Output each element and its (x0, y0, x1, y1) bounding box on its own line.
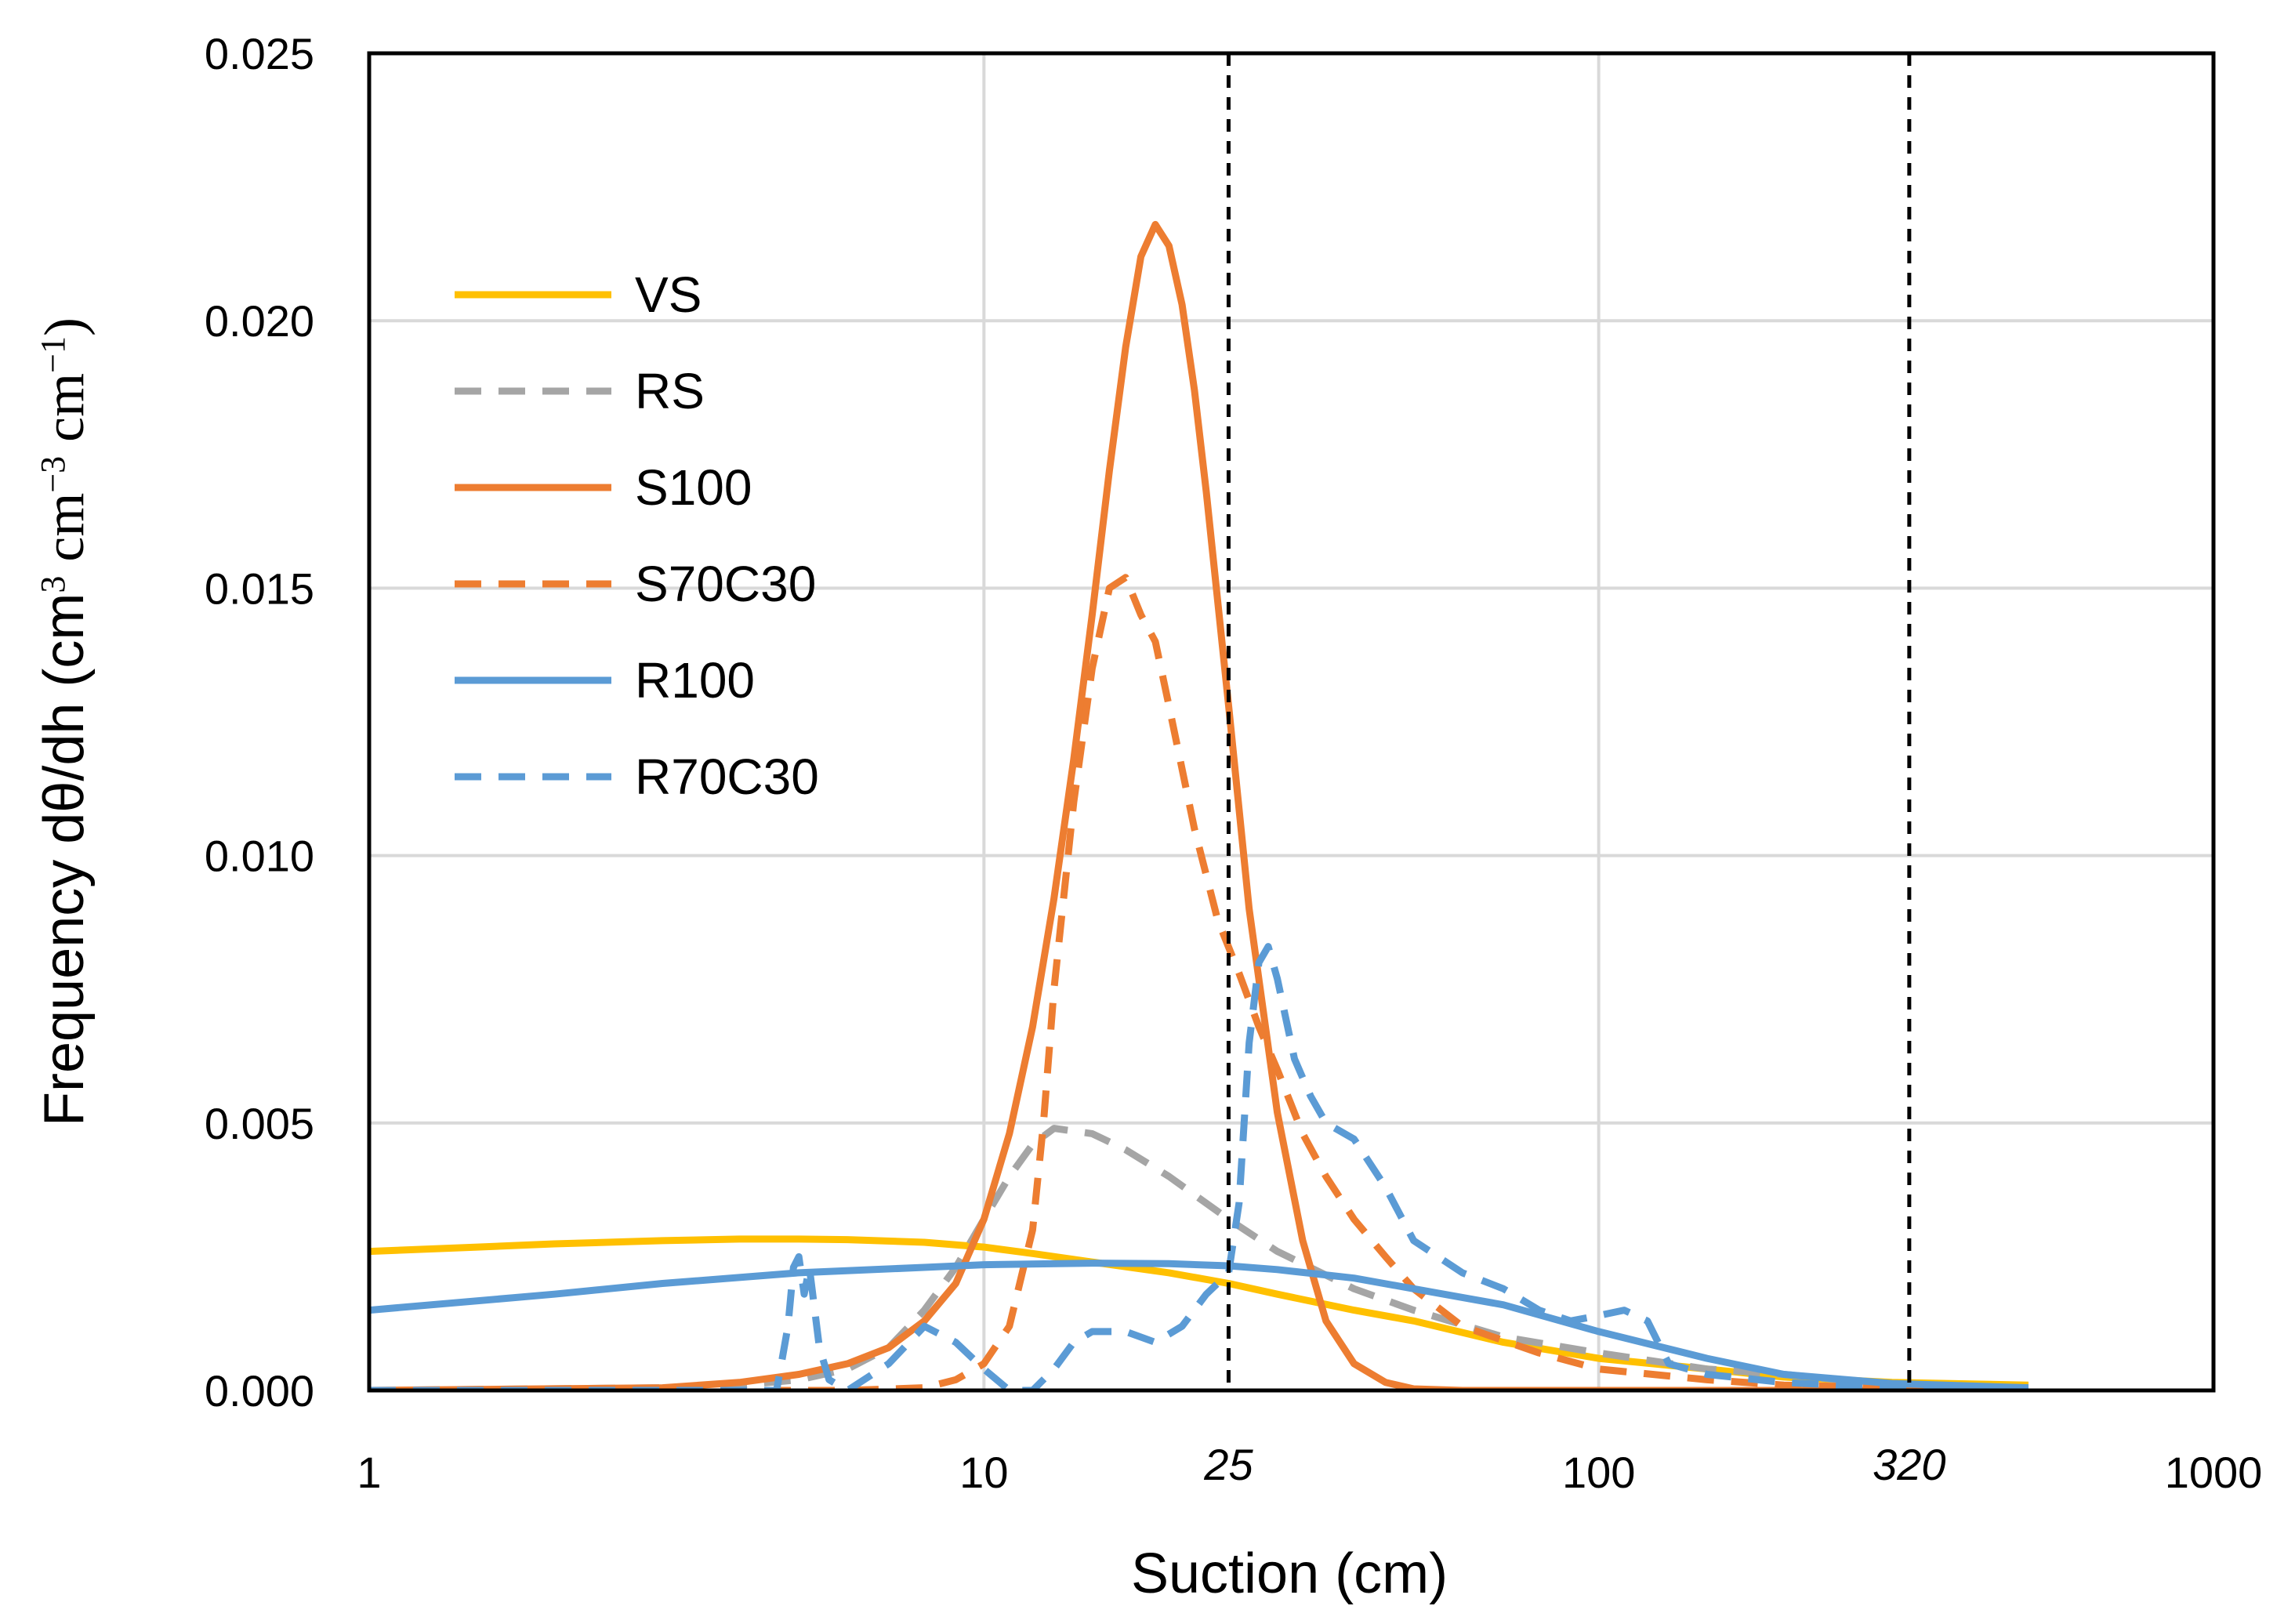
series-line-s100 (369, 220, 2029, 1390)
plot-area-border (367, 51, 2216, 1393)
x-tick-label: 1 (357, 1448, 381, 1497)
x-axis-tick-labels: 1 10 100 1000 (357, 1448, 2262, 1497)
series-line-r100 (369, 1260, 2029, 1390)
y-axis-title-suffix: ) (33, 317, 96, 336)
x-axis-title: Suction (cm) (1131, 1542, 1448, 1605)
y-tick-label: 0.010 (205, 832, 314, 881)
series-group (369, 220, 2029, 1390)
y-tick-label: 0.005 (205, 1099, 314, 1148)
reference-line-label: 320 (1873, 1440, 1945, 1489)
series-line-s70c30 (369, 574, 2029, 1390)
legend-label: RS (635, 363, 705, 419)
y-tick-label: 0.015 (205, 564, 314, 613)
reference-lines: 25 320 (1203, 53, 1946, 1489)
y-tick-label: 0.020 (205, 296, 314, 346)
reference-line-label: 25 (1203, 1440, 1253, 1489)
x-tick-label: 1000 (2165, 1448, 2263, 1497)
legend-label: S100 (635, 459, 752, 516)
y-axis-title: Frequency dθ/dh (cm3 cm−3 cm−1) (33, 317, 96, 1126)
series-line-r70c30 (369, 943, 2029, 1390)
series-line-rs (369, 1125, 2029, 1390)
y-axis-title-mid1: cm (33, 493, 96, 576)
legend-label: R70C30 (635, 749, 819, 805)
legend-label: VS (635, 266, 702, 323)
series-layer (369, 220, 2029, 1390)
y-axis-title-sup1: 3 (34, 576, 72, 593)
legend-label: S70C30 (635, 556, 816, 612)
y-axis-title-prefix: Frequency dθ/dh (cm (33, 593, 96, 1126)
legend: VS RS S100 S70C30 R100 R70C30 (455, 266, 819, 805)
y-tick-label: 0.025 (205, 29, 314, 78)
y-tick-label: 0.000 (205, 1366, 314, 1416)
y-axis-title-sup3: −1 (34, 336, 72, 373)
x-tick-label: 100 (1562, 1448, 1635, 1497)
y-axis-title-sup2: −3 (34, 456, 72, 493)
y-axis-title-mid2: cm (33, 373, 96, 456)
x-tick-label: 10 (959, 1448, 1008, 1497)
legend-label: R100 (635, 652, 755, 709)
y-axis-tick-labels: 0.000 0.005 0.010 0.015 0.020 0.025 (205, 29, 314, 1416)
